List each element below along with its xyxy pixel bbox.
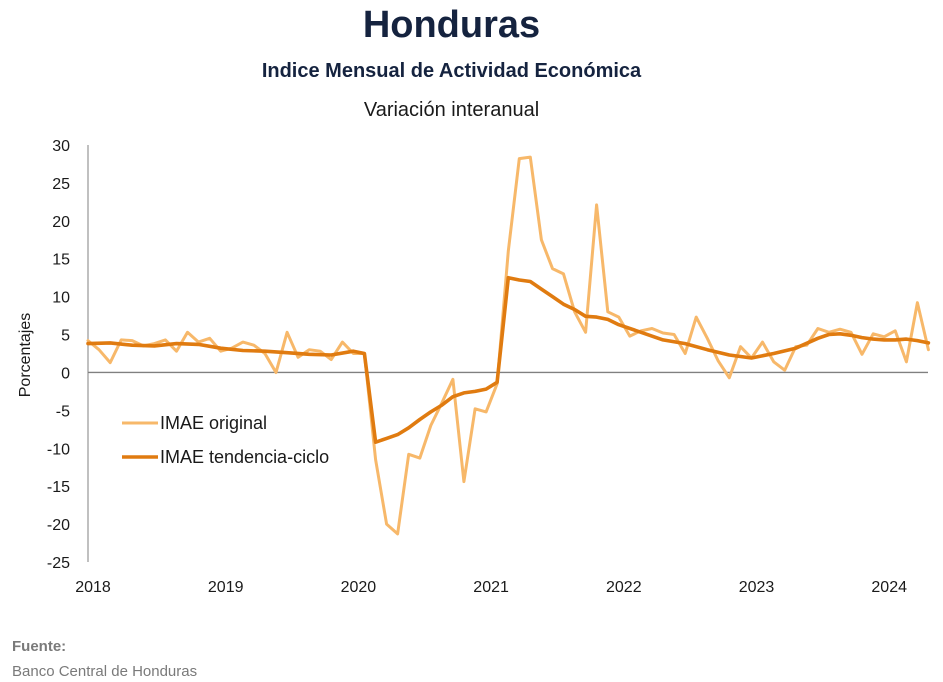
y-tick-label: -15 bbox=[47, 479, 70, 496]
y-tick-label: 20 bbox=[52, 214, 70, 231]
chart-title: Honduras bbox=[362, 4, 541, 46]
x-tick-label: 2024 bbox=[871, 579, 907, 596]
y-tick-label: 25 bbox=[52, 176, 70, 193]
x-tick-label: 2018 bbox=[75, 579, 111, 596]
x-tick-label: 2022 bbox=[606, 579, 642, 596]
x-tick-label: 2020 bbox=[341, 579, 377, 596]
legend-label: IMAE original bbox=[160, 413, 267, 433]
x-tick-label: 2019 bbox=[208, 579, 244, 596]
x-tick-label: 2023 bbox=[739, 579, 775, 596]
chart-subtitle: Indice Mensual de Actividad Económica bbox=[261, 60, 642, 82]
y-tick-label: 0 bbox=[61, 365, 70, 382]
source-text: Banco Central de Honduras bbox=[12, 663, 198, 680]
y-axis-ticks: 30 25 20 15 10 5 0 -5 -10 -15 -20 -25 bbox=[47, 138, 70, 572]
y-tick-label: -25 bbox=[47, 555, 70, 572]
x-tick-label: 2021 bbox=[473, 579, 509, 596]
y-tick-label: 15 bbox=[52, 252, 70, 269]
series-line-trend bbox=[86, 275, 931, 445]
x-axis-ticks: 2018 2019 2020 2021 2022 2023 2024 bbox=[75, 579, 907, 596]
y-tick-label: -10 bbox=[47, 441, 70, 458]
series-layer bbox=[86, 155, 931, 536]
y-tick-label: 5 bbox=[61, 328, 70, 345]
legend-label: IMAE tendencia-ciclo bbox=[160, 447, 329, 467]
y-axis-label: Porcentajes bbox=[17, 313, 34, 398]
y-tick-label: 10 bbox=[52, 290, 70, 307]
y-tick-label: 30 bbox=[52, 138, 70, 155]
y-tick-label: -5 bbox=[56, 403, 70, 420]
legend: IMAE original IMAE tendencia-ciclo bbox=[122, 413, 329, 467]
y-tick-label: -20 bbox=[47, 517, 70, 534]
source-label: Fuente: bbox=[12, 638, 67, 655]
chart-subtitle-variation: Variación interanual bbox=[363, 99, 540, 121]
